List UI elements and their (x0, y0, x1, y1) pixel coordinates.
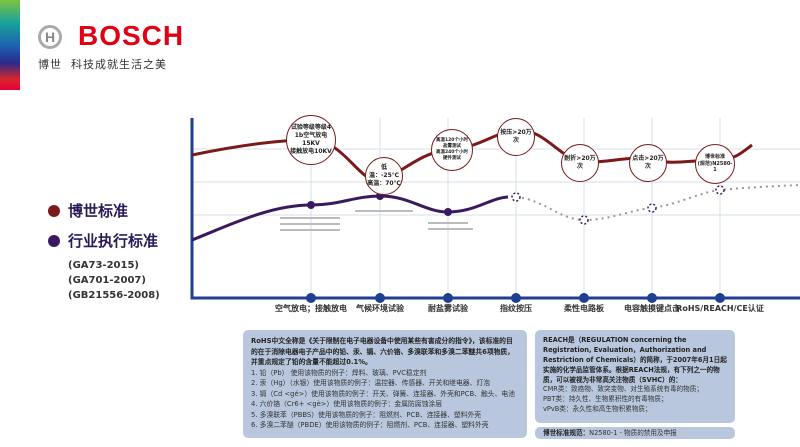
chart-axis (190, 118, 800, 300)
industry-note (428, 222, 468, 224)
axis-point (715, 293, 725, 303)
rohs-info-box: RoHS中文全称是《关于限制在电子电器设备中使用某些有害成分的指令》，该标准的目… (243, 330, 527, 438)
axis-label: 指纹按压 (500, 304, 532, 313)
bosch-bubble-fold: 耐折>20万次 (561, 144, 599, 182)
standard-item: (GB21556-2008) (68, 290, 160, 301)
bosch-bubble-press: 按压>20万次 (497, 118, 535, 156)
rohs-intro: RoHS中文全称是《关于限制在电子电器设备中使用某些有害成分的指令》，该标准的目… (251, 337, 515, 367)
axis-label: 气候环境试验 (356, 304, 404, 313)
industry-note (355, 210, 413, 212)
industry-point-future (511, 192, 521, 202)
industry-note (280, 223, 340, 225)
axis-point (306, 293, 316, 303)
legend-bosch: 博世标准 (48, 200, 128, 221)
bosch-bubble-climate: 低温：-25℃ 高温：70℃ (365, 157, 403, 195)
axis-label: 电容触摸键点击 (624, 304, 680, 313)
reach-item: CMR类：致癌物、致突变物、对生殖系统有毒的物质； (543, 385, 703, 394)
rohs-item: 2. 汞（Hg）（水银）使用该物质的例子：温控器、传感器、开关和继电器、灯泡 (251, 379, 490, 388)
bosch-bubble-salt: 高温120个小时 盐雾测试 高温240个小时 硬件测试 (431, 129, 473, 171)
bosch-bubble-click: 点击>20万次 (629, 144, 667, 182)
industry-line (191, 194, 509, 242)
brand-color-stripe (0, 0, 20, 90)
axis-point (511, 293, 521, 303)
brand-logo: BOSCH (78, 20, 185, 51)
industry-point-future (647, 203, 657, 213)
bosch-bubble-esd: 试验等级等级4 1b空气放电15KV 接触放电10KV (286, 115, 336, 165)
rohs-item: 6. 多溴二苯醚（PBDE）使用该物质的例子：阻燃剂、PCB、连接器、塑料外壳 (251, 421, 489, 430)
industry-point (444, 208, 452, 216)
axis-label: 耐盐雾试验 (428, 304, 468, 313)
bosch-norm-box: 博世标准规范：N2580-1 - 物质的禁用及申报 (535, 427, 735, 439)
standard-item: (GA701-2007) (68, 275, 146, 286)
bosch-bubble-norm: 博世标准 (规范)N2580-1 (695, 144, 735, 184)
axis-label: RoHS/REACH/CE认证 (676, 304, 764, 313)
industry-point-future (579, 215, 589, 225)
standard-item: (GA73-2015) (68, 260, 139, 271)
axis-point (579, 293, 589, 303)
reach-info-box: REACH是（REGULATION concerning the Registr… (535, 330, 735, 423)
industry-note (280, 217, 340, 219)
legend-industry: 行业执行标准 (48, 230, 158, 251)
rohs-item: 1. 铅（Pb） 使用该物质的例子：焊料、玻璃、PVC稳定剂 (251, 368, 427, 377)
rohs-item: 5. 多溴联苯（PBBS）使用该物质的例子：阻燃剂、PCB、连接器、塑料外壳 (251, 410, 482, 419)
reach-item: vPvB类：永久性和高生物积累物质； (543, 405, 652, 414)
brand-slogan: 博世 科技成就生活之美 (38, 58, 167, 71)
industry-note (280, 229, 340, 231)
axis-point (375, 293, 385, 303)
rohs-item: 4. 六价铬（Cr6+ <gè>）使用该物质的例子：金属防腐蚀涂层 (251, 400, 442, 409)
industry-point-future (715, 185, 725, 195)
axis-point (647, 293, 657, 303)
rohs-item: 3. 镉（Cd <gé>）使用该物质的例子：开关、弹簧、连接器、外壳和PCB、触… (251, 389, 515, 398)
reach-item: PBT类：持久性、生物累积性的有毒物质； (543, 395, 668, 404)
axis-label: 空气放电；接触放电 (275, 304, 347, 313)
reach-intro: REACH是（REGULATION concerning the Registr… (543, 336, 727, 384)
industry-point (307, 201, 315, 209)
axis-label: 柔性电路板 (564, 304, 604, 313)
bosch-armature-icon: H (38, 25, 62, 49)
axis-point (443, 293, 453, 303)
industry-note (428, 228, 473, 230)
